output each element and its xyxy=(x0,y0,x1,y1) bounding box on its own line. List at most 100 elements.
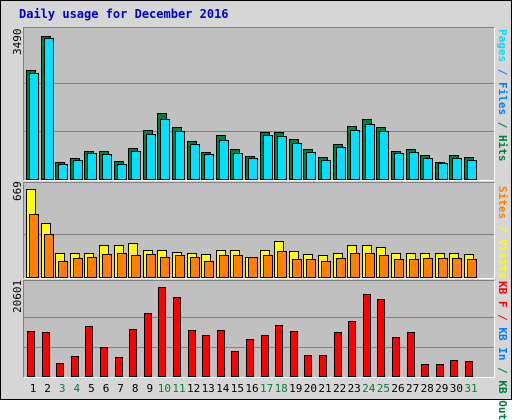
kbin-bar xyxy=(158,287,167,377)
sites-bar xyxy=(131,255,142,278)
kbin-bar xyxy=(27,331,35,377)
x-tick-label: 16 xyxy=(245,382,259,395)
pages-bar xyxy=(72,160,83,180)
x-tick-label: 21 xyxy=(318,382,332,395)
x-tick-label: 17 xyxy=(259,382,274,395)
x-tick-label: 2 xyxy=(44,382,51,395)
legend-entry: Visits xyxy=(496,239,509,279)
sites-bar xyxy=(394,259,404,278)
kbin-bar xyxy=(377,299,386,377)
gridline xyxy=(24,234,494,235)
kbin-bar xyxy=(187,330,196,377)
sites-bar xyxy=(233,255,244,278)
sites-bar xyxy=(102,254,112,278)
sites-bar xyxy=(87,257,98,278)
kbin-bar xyxy=(216,330,225,377)
pages-bar xyxy=(437,163,448,180)
kbin-bar xyxy=(246,339,254,377)
x-tick-label: 25 xyxy=(376,382,391,395)
gridline xyxy=(24,347,494,348)
pages-bar xyxy=(116,164,127,180)
hits-files-pages-panel xyxy=(23,27,495,181)
x-tick-label: 18 xyxy=(274,382,288,395)
sites-bar xyxy=(29,214,39,278)
pages-bar xyxy=(335,147,346,180)
x-tick-label: 6 xyxy=(102,382,110,395)
pages-bar xyxy=(248,158,258,180)
sites-bar xyxy=(321,261,331,278)
legend-entry: / xyxy=(496,219,509,239)
pages-bar xyxy=(394,153,404,180)
kbin-bar xyxy=(421,364,430,377)
pages-bar xyxy=(189,144,200,180)
x-tick-label: 24 xyxy=(362,382,376,395)
sites-bar xyxy=(423,258,434,278)
x-tick-label: 11 xyxy=(172,382,186,395)
legend-entry: / xyxy=(496,62,509,82)
pages-bar xyxy=(350,130,361,180)
pages-bar xyxy=(160,119,171,180)
sites-bar xyxy=(277,251,288,278)
kbin-bar xyxy=(173,297,181,377)
pages-bar xyxy=(218,140,229,180)
sites-bar xyxy=(452,258,463,278)
chart-title: Daily usage for December 2016 xyxy=(19,7,229,21)
kbin-bar xyxy=(41,332,50,377)
pages-bar xyxy=(379,131,390,180)
kbin-bar xyxy=(348,321,357,377)
kbin-bar xyxy=(85,326,94,377)
x-tick-label: 3 xyxy=(58,382,66,395)
x-tick-label: 8 xyxy=(131,382,139,395)
kbin-bar xyxy=(129,329,138,377)
kbin-ymax-label: 20601 xyxy=(11,279,24,313)
visits-legend: Sites / Visits xyxy=(496,186,509,279)
kbin-bar xyxy=(392,337,400,377)
kbin-bar xyxy=(260,335,269,377)
kbin-bar xyxy=(465,361,473,377)
pages-bar xyxy=(306,152,317,180)
legend-entry: Hits xyxy=(496,135,509,162)
kbin-bar xyxy=(406,332,415,377)
legend-entry: / xyxy=(496,360,509,381)
sites-bar xyxy=(467,259,477,278)
sites-bar xyxy=(43,234,54,278)
legend-entry: Pages xyxy=(496,29,509,63)
x-tick-label: 26 xyxy=(391,382,405,395)
sites-bar xyxy=(72,258,83,278)
pages-bar xyxy=(364,124,375,180)
kbin-bar xyxy=(100,347,108,377)
sites-bar xyxy=(218,255,229,278)
kbin-bar xyxy=(435,364,444,377)
sites-bar xyxy=(189,257,200,278)
x-tick-label: 9 xyxy=(146,382,154,395)
kbin-bar xyxy=(289,331,298,377)
kbin-bar xyxy=(143,313,152,377)
kbin-bar xyxy=(114,357,123,377)
x-tick-label: 13 xyxy=(201,382,215,395)
visits-ymax-label: 669 xyxy=(11,181,24,201)
legend-entry: / xyxy=(496,307,509,328)
sites-bar xyxy=(437,258,448,278)
kbin-bar xyxy=(231,351,240,377)
kbin-bar xyxy=(70,356,79,377)
legend-entry: Files xyxy=(496,82,509,116)
x-tick-label: 30 xyxy=(449,382,464,395)
pages-bar xyxy=(262,135,273,180)
sites-bar xyxy=(364,253,375,278)
pages-bar xyxy=(175,131,185,180)
pages-bar xyxy=(204,154,215,180)
sites-bar xyxy=(379,255,390,278)
pages-bar xyxy=(408,152,419,180)
kbin-bar xyxy=(275,325,284,377)
legend-entry: KB Out xyxy=(496,380,509,420)
pages-bar xyxy=(467,160,477,180)
kbin-bar xyxy=(304,355,313,377)
x-tick-label: 20 xyxy=(303,382,318,395)
x-tick-label: 22 xyxy=(332,382,347,395)
sites-bar xyxy=(408,259,419,278)
hits-legend: Pages / Files / Hits xyxy=(496,29,509,162)
pages-bar xyxy=(233,153,244,180)
sites-bar xyxy=(335,258,346,278)
kbin-bar xyxy=(450,360,459,377)
x-tick-label: 31 xyxy=(464,382,478,395)
